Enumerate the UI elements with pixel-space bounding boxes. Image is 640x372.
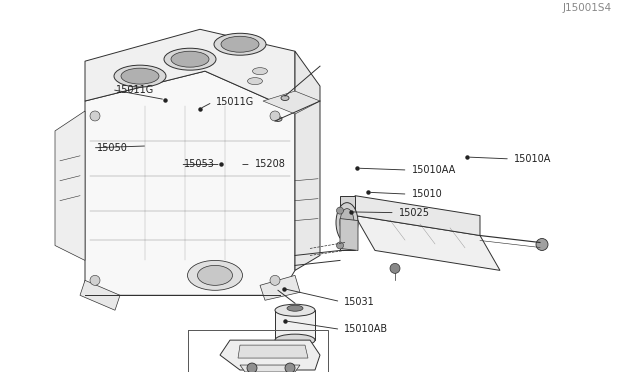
Circle shape xyxy=(536,238,548,250)
Ellipse shape xyxy=(198,265,232,285)
Text: 15208: 15208 xyxy=(255,160,285,170)
Ellipse shape xyxy=(336,203,358,243)
Ellipse shape xyxy=(221,36,259,52)
Bar xyxy=(188,330,328,372)
Text: 15010AB: 15010AB xyxy=(344,324,388,334)
Polygon shape xyxy=(80,280,120,310)
Text: 15010AA: 15010AA xyxy=(412,165,456,175)
Polygon shape xyxy=(85,71,295,295)
Text: 15010: 15010 xyxy=(412,189,442,199)
Ellipse shape xyxy=(164,48,216,70)
Text: 15011G: 15011G xyxy=(216,97,255,107)
Text: 15050: 15050 xyxy=(97,143,127,153)
Text: 15053: 15053 xyxy=(184,160,215,170)
Circle shape xyxy=(270,275,280,285)
Polygon shape xyxy=(355,196,480,235)
Circle shape xyxy=(337,207,344,214)
Ellipse shape xyxy=(114,65,166,87)
Polygon shape xyxy=(238,345,308,358)
Polygon shape xyxy=(220,340,320,370)
Polygon shape xyxy=(295,51,320,270)
Polygon shape xyxy=(85,29,295,111)
Circle shape xyxy=(90,275,100,285)
Polygon shape xyxy=(355,216,500,270)
Text: 15031: 15031 xyxy=(344,296,375,307)
Text: 15025: 15025 xyxy=(399,208,430,218)
Ellipse shape xyxy=(214,33,266,55)
Polygon shape xyxy=(260,275,300,300)
Text: 15010A: 15010A xyxy=(514,154,552,164)
Ellipse shape xyxy=(253,68,268,75)
Ellipse shape xyxy=(275,304,315,316)
Ellipse shape xyxy=(171,51,209,67)
Polygon shape xyxy=(340,196,355,250)
Polygon shape xyxy=(263,91,320,114)
Polygon shape xyxy=(275,310,315,340)
Circle shape xyxy=(390,263,400,273)
Circle shape xyxy=(337,242,344,249)
Ellipse shape xyxy=(281,96,289,100)
Circle shape xyxy=(285,363,295,372)
Ellipse shape xyxy=(248,78,262,84)
Text: J15001S4: J15001S4 xyxy=(562,3,611,13)
Ellipse shape xyxy=(274,116,282,121)
Ellipse shape xyxy=(121,68,159,84)
Polygon shape xyxy=(340,219,358,250)
Ellipse shape xyxy=(340,209,354,237)
Ellipse shape xyxy=(275,334,315,346)
Circle shape xyxy=(247,363,257,372)
Text: 15011G: 15011G xyxy=(116,84,154,94)
Circle shape xyxy=(90,111,100,121)
Ellipse shape xyxy=(287,305,303,311)
Ellipse shape xyxy=(188,260,243,290)
Circle shape xyxy=(270,111,280,121)
Polygon shape xyxy=(240,365,300,372)
Polygon shape xyxy=(55,111,85,260)
